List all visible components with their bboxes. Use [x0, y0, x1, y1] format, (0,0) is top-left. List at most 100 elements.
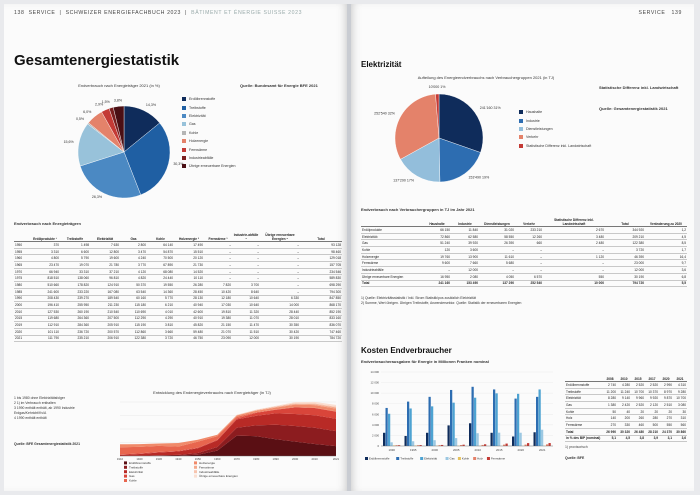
table-cell: 20	[645, 408, 659, 416]
column-header	[14, 230, 30, 242]
pie-label: 1,5%	[102, 100, 111, 104]
table-cell: 28 450	[174, 288, 204, 296]
footnote: 1) Quelle: Elektrizitätsstatistik / Inkl…	[361, 296, 476, 300]
bar-erdölbrennstoffe-2015	[490, 432, 493, 446]
table-cell: 5,1	[603, 434, 617, 443]
table-cell: 40	[617, 408, 631, 416]
bar-elektrizität-2005	[452, 402, 455, 446]
table-row: 1965 23 470 19 070 21 780 3 770 67 890 21 730–…	[14, 261, 342, 269]
table-cell: 23 000	[605, 259, 645, 268]
table-cell: 239 270	[60, 295, 90, 303]
table-cell: 4 800	[30, 254, 60, 263]
x-tick-label: 1950	[195, 457, 202, 461]
table-cell: 200 570	[90, 328, 120, 336]
bar-elektrizität-2021	[538, 389, 541, 446]
table-cell: 12 000	[605, 266, 645, 274]
table-cell: –	[260, 248, 300, 256]
table-cell: 19 380	[204, 315, 232, 323]
bar-gas-2000	[433, 440, 436, 446]
legend-label: Industrie	[526, 118, 540, 123]
bar-gas-2021	[541, 429, 544, 446]
table-cell: 33 310	[60, 268, 90, 276]
table-cell: –	[204, 254, 232, 263]
legend-label: Verkehr	[526, 135, 539, 140]
bar-holz-2015	[503, 444, 506, 446]
y-tick-label: 10 000	[370, 391, 379, 395]
bar-holz-2000	[438, 445, 441, 446]
table-cell: 3,6	[645, 266, 687, 274]
bar-gas-2020	[519, 432, 522, 446]
legend-label: Treibstoffe	[129, 465, 143, 469]
table-cell: 96 810	[90, 274, 120, 283]
table-cell: –	[232, 248, 260, 256]
table-cell: 66 940	[30, 268, 60, 276]
bar-treibstoffe-1995	[407, 401, 410, 446]
table-cell: 28 440	[260, 308, 300, 316]
pie2-source: Quelle: Gesamtenergiestatistik 2021	[599, 106, 668, 111]
table-cell: 210 540	[90, 308, 120, 316]
legend-swatch	[365, 457, 368, 460]
table-cell: 7 660	[451, 259, 479, 268]
table-row: Kohle 120 3 600– – –3 720 1,7	[361, 246, 687, 254]
legend-item-holzenergie: Holzenergie	[182, 137, 236, 145]
table-cell: 17 490	[174, 241, 204, 249]
table-row: Gas 51 240 39 920 26 390 660 2 480 122 380 8,5	[361, 239, 687, 248]
table-cell: 58 550	[479, 233, 515, 241]
table-cell: –	[423, 266, 451, 274]
table-cell: 72 860	[423, 233, 451, 241]
table-cell: 20	[659, 408, 673, 416]
table-cell: 11 070	[232, 315, 260, 323]
table-cell: 241 160	[423, 279, 451, 288]
table-cell: 178 820	[60, 281, 90, 289]
table-cell: 2 510	[659, 401, 673, 409]
table-cell: –	[232, 268, 260, 276]
table-cell: 64 140	[147, 241, 174, 249]
table-cell: 11 200	[603, 388, 617, 396]
table-row: 1990 208 430 239 270 189 540 60 160 5 770 28 1…	[14, 295, 342, 303]
table-cell: 3,6	[673, 434, 687, 443]
legend-swatch	[486, 457, 490, 460]
table-cell: in % des BIP (nominal)	[565, 434, 603, 443]
table-row: 2000 196 410 255 950 211 230 115 180 6 210 40 …	[14, 301, 342, 309]
table-cell: 6 570	[515, 273, 543, 281]
table-row: Gas 1 380 2 420 2 520 2 120 2 510 3 080	[565, 401, 687, 409]
table-cell: 31 020	[479, 226, 515, 234]
legend-label: Statistische Differenz inkl. Landwirtsch…	[526, 143, 592, 148]
bar-erdölbrennstoffe-2020	[512, 436, 515, 446]
column-header: 2021	[673, 370, 687, 382]
column-header: Fernwärme ³	[204, 230, 232, 242]
table-cell: 21 730	[174, 261, 204, 269]
table-row: Treibstoffe 11 200 11 240 10 700 10 370 8 970…	[565, 388, 687, 396]
table-cell: 2 800	[120, 241, 147, 249]
legend-item-erdölbrennstoffe: Erdölbrennstoffe	[182, 95, 236, 103]
legend-label: Übrige erneuerbare Energien	[189, 164, 236, 169]
legend-label: Gas	[450, 457, 456, 461]
table-cell: 67 890	[147, 261, 174, 269]
legend-swatch	[519, 135, 523, 140]
table-cell: 2019	[14, 321, 30, 329]
table-cell: 16,4	[645, 253, 687, 261]
table-cell: 241 600	[30, 288, 60, 296]
column-header: 2008	[603, 370, 617, 382]
y-tick-label: 14 000	[370, 370, 379, 374]
pie-slice-statistische-differenz-inkl-landwirtschaft	[435, 93, 440, 139]
table-cell: –	[260, 241, 300, 249]
table-cell: 3 700	[232, 281, 260, 289]
table-cell: 23 090	[204, 335, 232, 343]
table-cell: 2020	[14, 328, 30, 336]
left-running-header: 138 SERVICE | SCHWEIZER ENERGIEFACHBUCH …	[14, 10, 303, 16]
legend-item-elektrizität: Elektrizität	[182, 112, 236, 120]
table-cell: 50 370	[120, 281, 147, 289]
pie-label: 26,3%	[92, 195, 103, 199]
y-tick-label: 0	[377, 444, 379, 448]
table-cell: 98 460	[300, 248, 342, 256]
table-cell: 30 190	[260, 335, 300, 343]
table-cell: 833 160	[300, 315, 342, 323]
table-cell: 236 720	[60, 328, 90, 336]
table-cell: Holz	[565, 414, 603, 423]
column-header: Veränderung zu 2020	[645, 215, 687, 227]
table-cell: 30 190	[605, 273, 645, 281]
table-cell: 9,7	[645, 259, 687, 268]
column-header: 2017	[645, 370, 659, 382]
table-cell: 3 660	[147, 328, 174, 336]
